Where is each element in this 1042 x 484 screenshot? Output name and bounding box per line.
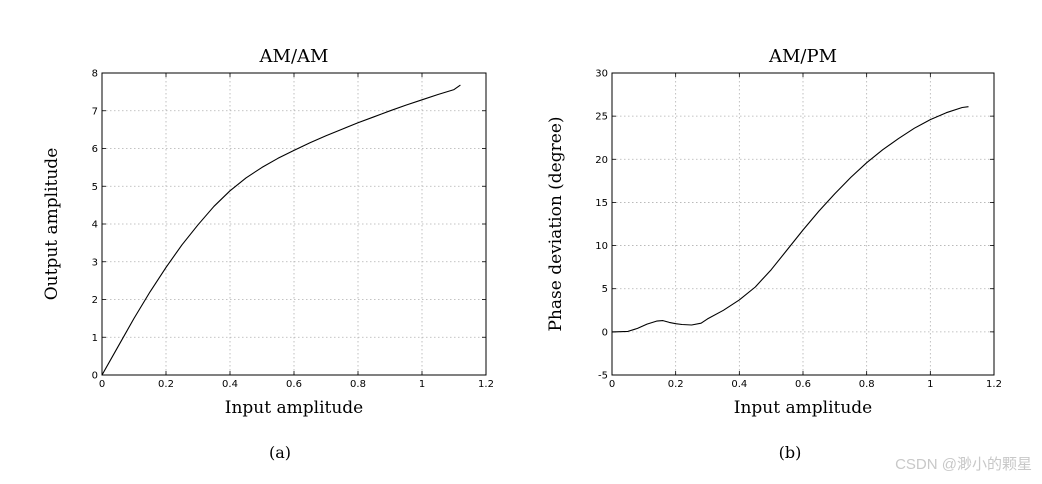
y-axis-label: Output amplitude bbox=[42, 148, 62, 301]
y-tick-label: 5 bbox=[92, 182, 98, 193]
subfigure-caption: (a) bbox=[269, 443, 291, 462]
data-series-line bbox=[101, 84, 461, 376]
chart-title: AM/PM bbox=[768, 46, 837, 67]
y-tick-label: 25 bbox=[595, 112, 608, 123]
x-tick-label: 0.4 bbox=[222, 379, 238, 390]
x-tick-label: 1 bbox=[419, 379, 425, 390]
chart-title: AM/AM bbox=[259, 46, 329, 67]
x-tick-label: 0.6 bbox=[286, 379, 302, 390]
y-tick-label: 5 bbox=[602, 284, 608, 295]
y-tick-label: 8 bbox=[92, 69, 98, 80]
x-tick-label: 0.2 bbox=[158, 379, 174, 390]
y-tick-label: 7 bbox=[92, 106, 98, 117]
data-series-line bbox=[611, 106, 969, 333]
x-axis-label: Input amplitude bbox=[225, 398, 363, 418]
y-tick-label: 6 bbox=[92, 144, 98, 155]
subfigure-caption: (b) bbox=[779, 443, 802, 462]
y-tick-label: 2 bbox=[92, 295, 98, 306]
y-tick-label: 15 bbox=[595, 198, 608, 209]
am-am-chart: 0 0.2 0.4 0.6 0.8 1 1.2 0 1 2 3 4 5 6 7 8 AM/AM Input amp… bbox=[42, 46, 494, 462]
x-tick-label: 1.2 bbox=[986, 379, 1002, 390]
x-tick-label: 1 bbox=[927, 379, 933, 390]
x-tick-label: 0.8 bbox=[350, 379, 366, 390]
watermark-text: CSDN @渺小的颗星 bbox=[895, 456, 1032, 473]
x-tick-label: 0.8 bbox=[859, 379, 875, 390]
y-tick-label: 0 bbox=[602, 327, 608, 338]
y-tick-label: -5 bbox=[598, 371, 608, 382]
y-tick-label: 30 bbox=[595, 69, 608, 80]
x-tick-label: 0 bbox=[99, 379, 105, 390]
plot-frame bbox=[101, 72, 487, 376]
x-tick-label: 0.4 bbox=[731, 379, 747, 390]
am-pm-chart: 0 0.2 0.4 0.6 0.8 1 1.2-5051015202530AM/PMInpu… bbox=[546, 46, 1002, 462]
x-axis-label: Input amplitude bbox=[734, 398, 872, 418]
y-tick-label: 10 bbox=[595, 241, 608, 252]
x-tick-label: 0 bbox=[609, 379, 615, 390]
y-tick-label: 0 bbox=[92, 371, 98, 382]
x-tick-label: 1.2 bbox=[478, 379, 494, 390]
x-tick-label: 0.6 bbox=[795, 379, 811, 390]
y-axis-label: Phase deviation (degree) bbox=[546, 116, 566, 331]
y-tick-label: 1 bbox=[92, 333, 98, 344]
y-tick-label: 4 bbox=[92, 220, 98, 231]
x-tick-label: 0.2 bbox=[668, 379, 684, 390]
y-tick-label: 3 bbox=[92, 257, 98, 268]
plot-frame bbox=[611, 72, 995, 376]
y-tick-label: 20 bbox=[595, 155, 608, 166]
